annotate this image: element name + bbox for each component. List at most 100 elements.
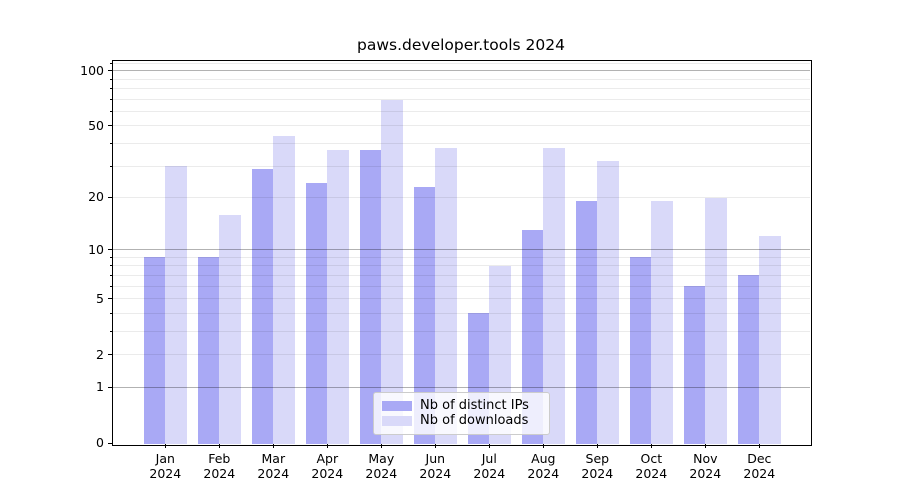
x-tick-mark [326, 444, 328, 448]
legend-swatch-distinct-ips [382, 400, 412, 411]
bar-downloads-oct [651, 201, 673, 444]
y-tick-mark [108, 354, 112, 356]
bar-downloads-mar [273, 135, 295, 444]
bar-distinct_ips-dec [737, 275, 760, 444]
gridline-minor [112, 62, 810, 64]
y-tick-label: 10 [88, 241, 104, 257]
bar-distinct_ips-oct [629, 257, 652, 444]
x-tick-mark [164, 444, 166, 448]
bar-distinct_ips-aug [521, 230, 544, 444]
bar-downloads-aug [543, 147, 565, 444]
y-tick-label: 5 [96, 290, 104, 306]
bar-downloads-sep [597, 161, 619, 444]
bar-distinct_ips-may [359, 149, 382, 444]
gridline-minor [112, 354, 810, 356]
legend-swatch-downloads [382, 416, 412, 427]
bar-distinct_ips-nov [683, 286, 706, 444]
gridline-major [112, 386, 810, 388]
x-tick-mark [542, 444, 544, 448]
y-tick-mark [108, 386, 112, 388]
y-minor-tick-mark [109, 78, 112, 80]
bar-downloads-apr [327, 149, 349, 444]
x-tick-label: Feb 2024 [203, 451, 236, 481]
y-tick-label: 50 [88, 117, 104, 133]
y-tick-mark [108, 249, 112, 251]
x-tick-mark [488, 444, 490, 448]
gridline-major [112, 70, 810, 72]
gridline-minor [112, 78, 810, 80]
y-minor-tick-mark [109, 62, 112, 64]
y-minor-tick-mark [109, 265, 112, 267]
y-tick-label: 2 [96, 346, 104, 362]
gridline-minor [112, 196, 810, 198]
bar-downloads-jan [165, 166, 187, 444]
x-tick-label: Oct 2024 [635, 451, 668, 481]
bar-distinct_ips-feb [197, 257, 220, 444]
y-tick-label: 20 [88, 189, 104, 205]
bar-downloads-dec [759, 236, 781, 444]
x-tick-mark [434, 444, 436, 448]
bar-downloads-feb [219, 214, 241, 444]
y-minor-tick-mark [109, 256, 112, 258]
chart-title: paws.developer.tools 2024 [357, 36, 565, 54]
gridline-minor [112, 98, 810, 100]
y-minor-tick-mark [109, 98, 112, 100]
x-tick-mark [704, 444, 706, 448]
x-tick-label: Jul 2024 [473, 451, 506, 481]
y-minor-tick-mark [109, 142, 112, 144]
y-tick-mark [108, 442, 112, 444]
x-tick-label: Mar 2024 [257, 451, 290, 481]
gridline-major [112, 249, 810, 251]
bar-distinct_ips-mar [251, 168, 274, 444]
x-tick-mark [380, 444, 382, 448]
x-tick-label: Jun 2024 [419, 451, 452, 481]
y-minor-tick-mark [109, 312, 112, 314]
bar-distinct_ips-apr [305, 183, 328, 444]
bar-distinct_ips-sep [575, 201, 598, 444]
bar-downloads-may [381, 100, 403, 444]
y-tick-mark [108, 70, 112, 72]
bar-distinct_ips-jan [143, 257, 166, 444]
bar-downloads-nov [705, 197, 727, 444]
x-tick-mark [758, 444, 760, 448]
y-tick-mark [108, 196, 112, 198]
y-tick-label: 1 [96, 379, 104, 395]
gridline-minor [112, 265, 810, 267]
bar-downloads-jun [435, 147, 457, 444]
gridline-minor [112, 274, 810, 276]
bar-distinct_ips-jun [413, 186, 436, 444]
legend: Nb of distinct IPs Nb of downloads [373, 392, 550, 435]
y-minor-tick-mark [109, 274, 112, 276]
y-minor-tick-mark [109, 285, 112, 287]
x-tick-label: Nov 2024 [689, 451, 722, 481]
x-tick-label: May 2024 [365, 451, 398, 481]
gridline-minor [112, 110, 810, 112]
x-tick-label: Apr 2024 [311, 451, 344, 481]
legend-entry: Nb of distinct IPs [382, 397, 541, 413]
legend-label: Nb of distinct IPs [420, 397, 529, 413]
x-tick-label: Dec 2024 [743, 451, 776, 481]
x-tick-label: Jan 2024 [149, 451, 182, 481]
x-tick-mark [272, 444, 274, 448]
gridline-minor [112, 88, 810, 89]
y-tick-mark [108, 125, 112, 127]
x-tick-mark [218, 444, 220, 448]
x-tick-label: Sep 2024 [581, 451, 614, 481]
gridline-minor [112, 125, 810, 127]
x-tick-mark [650, 444, 652, 448]
y-tick-label: 100 [80, 62, 104, 78]
gridline-minor [112, 312, 810, 314]
y-minor-tick-mark [109, 165, 112, 167]
gridline-minor [112, 165, 810, 167]
y-minor-tick-mark [109, 110, 112, 112]
gridline-minor [112, 330, 810, 332]
gridline-minor [112, 142, 810, 144]
y-tick-mark [108, 298, 112, 300]
y-tick-label: 0 [96, 435, 104, 451]
gridline-minor [112, 285, 810, 287]
legend-label: Nb of downloads [420, 413, 529, 429]
plot-area [112, 60, 810, 444]
x-tick-mark [596, 444, 598, 448]
gridline-minor [112, 256, 810, 258]
